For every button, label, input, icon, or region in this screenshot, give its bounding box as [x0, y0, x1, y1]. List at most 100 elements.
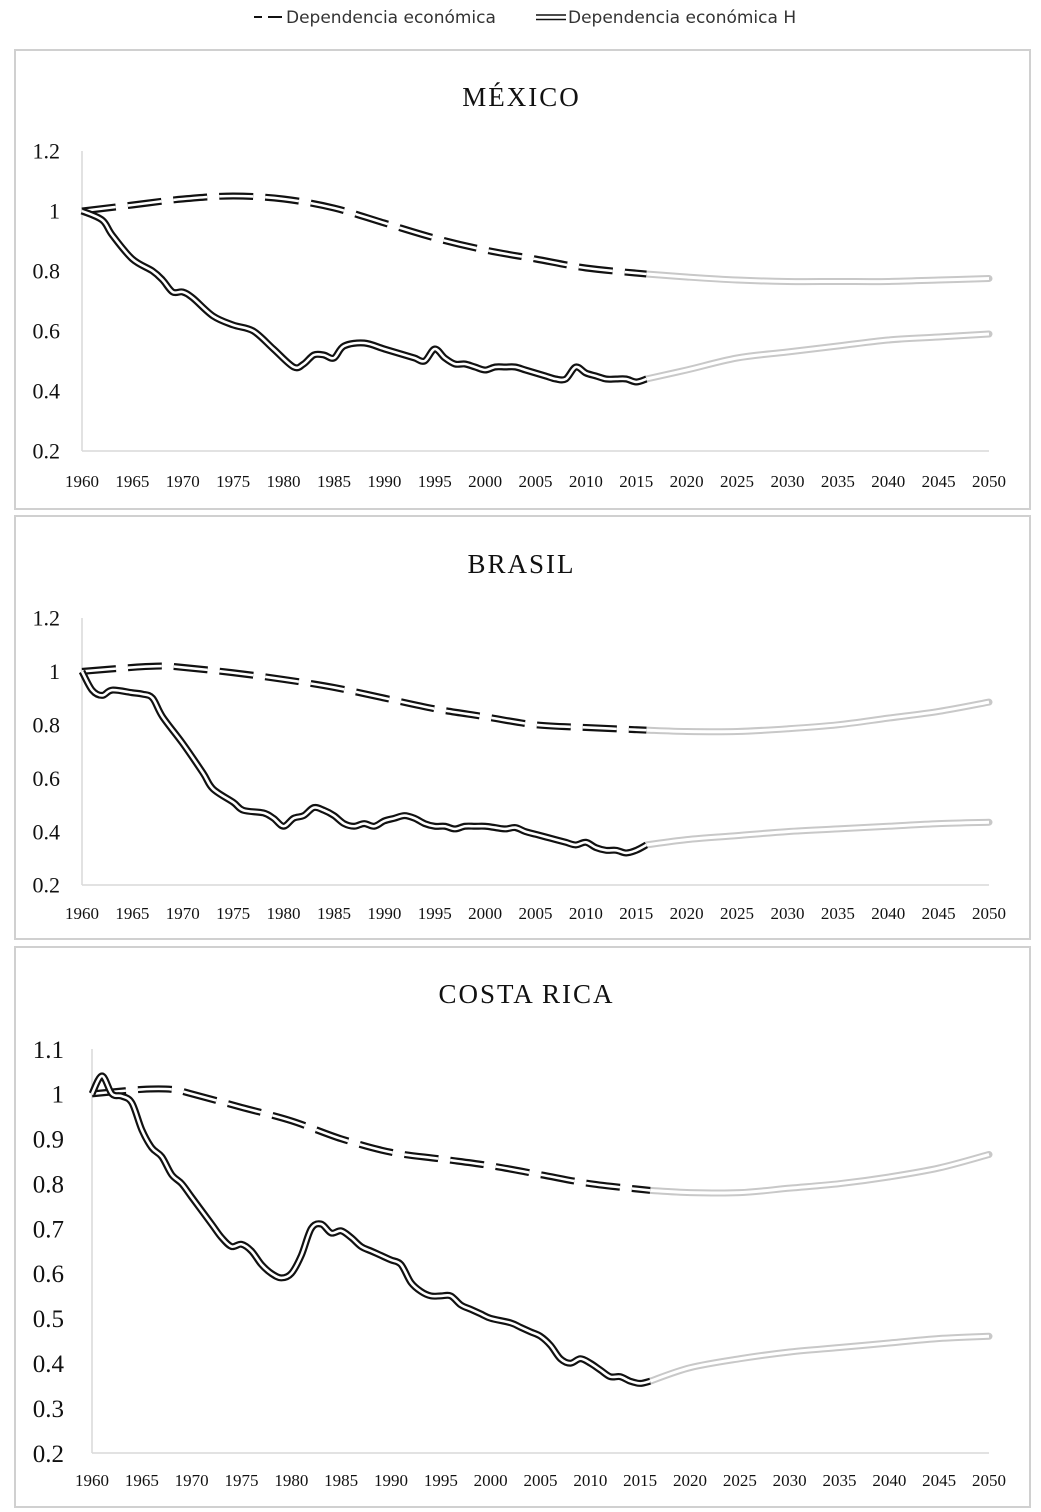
y-tick-label: 1 [52, 1082, 65, 1109]
x-tick-label: 2005 [524, 1471, 558, 1490]
series-dependencia-economica-h [80, 207, 993, 386]
chart-costa-rica: COSTA RICA 1.1 1 0.9 0.8 0.7 0.6 0.5 0.4 0.3 0.2 19… [33, 979, 1006, 1490]
chart-title: COSTA RICA [438, 979, 614, 1009]
series-dependencia-economica [91, 1085, 993, 1197]
x-tick-label: 1975 [216, 472, 250, 491]
y-tick-label: 0.9 [33, 1127, 64, 1154]
x-tick-label: 1970 [166, 904, 200, 923]
series-projection-line [642, 818, 993, 849]
series-dependencia-economica [81, 662, 993, 736]
x-tick-label: 2015 [619, 472, 653, 491]
x-tick-label: 2050 [972, 904, 1006, 923]
x-tick-label: 2030 [770, 472, 804, 491]
x-tick-label: 2050 [972, 1471, 1006, 1490]
x-tick-label: 1960 [65, 472, 99, 491]
series-historical-line-inner [90, 1074, 651, 1385]
chart-title: BRASIL [467, 549, 575, 579]
x-tick-label: 2050 [972, 472, 1006, 491]
x-tick-label: 2035 [821, 472, 855, 491]
x-tick-label: 2010 [573, 1471, 607, 1490]
series-projection-line-inner [646, 820, 990, 847]
x-tick-label: 1965 [115, 904, 149, 923]
x-tick-label: 2045 [922, 904, 956, 923]
series-historical-line [88, 1072, 652, 1387]
x-tick-label: 2035 [821, 904, 855, 923]
series-projection-line [646, 1332, 993, 1385]
series-dependencia-economica-h [78, 669, 993, 857]
x-tick-label: 1995 [418, 904, 452, 923]
x-tick-label: 1980 [274, 1471, 308, 1490]
y-tick-label: 0.7 [33, 1216, 64, 1243]
y-tick-label: 0.2 [33, 439, 61, 464]
x-tick-label: 2015 [619, 904, 653, 923]
x-tick-label: 2005 [519, 472, 553, 491]
x-tick-label: 1990 [367, 472, 401, 491]
x-tick-label: 1965 [125, 1471, 159, 1490]
y-tick-label: 0.2 [33, 1441, 64, 1468]
series-projection-line-inner [646, 700, 990, 734]
legend-series1-label: Dependencia económica [286, 8, 496, 28]
series-historical-line-inner [91, 1087, 651, 1192]
x-tick-label: 2025 [720, 904, 754, 923]
series-projection-line-inner [646, 332, 990, 381]
legend-svg: Dependencia económica Dependencia económ… [254, 8, 796, 28]
series-projection-line-inner [649, 1334, 990, 1383]
series-historical-line-inner [80, 670, 647, 855]
x-tick-label: 1990 [374, 1471, 408, 1490]
x-tick-label: 2020 [670, 472, 704, 491]
chart-title: MÉXICO [462, 82, 581, 112]
series-projection-line [642, 330, 993, 383]
x-tick-label: 2040 [871, 904, 905, 923]
x-tick-label: 2010 [569, 904, 603, 923]
y-tick-label: 0.4 [33, 379, 61, 404]
y-tick-label: 0.6 [33, 766, 61, 791]
chart-panel-costa-rica: COSTA RICA 1.1 1 0.9 0.8 0.7 0.6 0.5 0.4 0.3 0.2 19… [14, 946, 1031, 1508]
x-tick-label: 1995 [424, 1471, 458, 1490]
series-projection-line-inner [650, 1153, 990, 1195]
legend-series2-label: Dependencia económica H [568, 8, 796, 28]
y-tick-label: 0.5 [33, 1306, 64, 1333]
x-tick-label: 2010 [569, 472, 603, 491]
chart-panel-brasil: BRASIL 1.2 1 0.8 0.6 0.4 0.2 1960 1965 1970 1975 19… [14, 515, 1031, 940]
y-tick-label: 0.6 [33, 1261, 64, 1288]
x-tick-label: 1985 [317, 904, 351, 923]
y-tick-label: 1 [49, 659, 60, 684]
x-tick-label: 1995 [418, 472, 452, 491]
x-tick-label: 2040 [871, 472, 905, 491]
x-tick-label: 2015 [623, 1471, 657, 1490]
x-tick-label: 1990 [367, 904, 401, 923]
y-tick-label: 0.2 [33, 873, 61, 898]
x-tick-label: 1960 [75, 1471, 109, 1490]
y-tick-label: 1.1 [33, 1037, 64, 1064]
legend: Dependencia económica Dependencia económ… [0, 0, 1041, 40]
x-tick-label: 2030 [773, 1471, 807, 1490]
x-tick-label: 1965 [115, 472, 149, 491]
x-tick-label: 1985 [317, 472, 351, 491]
x-tick-label: 1970 [166, 472, 200, 491]
y-tick-label: 0.6 [33, 319, 61, 344]
y-tick-label: 0.4 [33, 819, 61, 844]
x-tick-label: 2045 [922, 472, 956, 491]
x-tick-label: 2040 [872, 1471, 906, 1490]
y-tick-label: 1.2 [33, 606, 61, 631]
x-tick-label: 2000 [468, 904, 502, 923]
x-tick-label: 1980 [267, 472, 301, 491]
series-historical-line-inner [81, 209, 647, 384]
x-tick-label: 2000 [468, 472, 502, 491]
legend-double-swatch [536, 14, 566, 21]
x-tick-label: 2020 [670, 904, 704, 923]
x-tick-label: 1970 [175, 1471, 209, 1490]
x-tick-label: 1960 [65, 904, 99, 923]
x-tick-label: 2045 [922, 1471, 956, 1490]
x-tick-label: 1975 [216, 904, 250, 923]
series-historical-line-inner [81, 664, 647, 732]
y-tick-label: 0.8 [33, 259, 61, 284]
y-tick-label: 1 [49, 199, 60, 224]
series-historical-line-inner [81, 194, 647, 276]
series-projection-line-inner [646, 272, 990, 284]
series-historical-line [78, 669, 649, 857]
series-historical-line [81, 192, 647, 278]
x-tick-label: 2000 [474, 1471, 508, 1490]
